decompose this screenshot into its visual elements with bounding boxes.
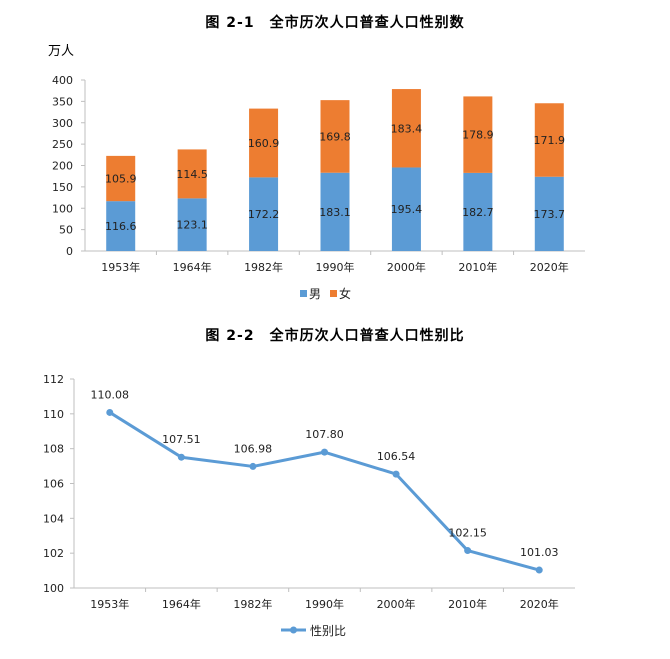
chart2-y-tick-label: 102 bbox=[43, 547, 64, 560]
chart2-data-label: 106.98 bbox=[234, 442, 273, 455]
chart1-unit-label: 万人 bbox=[48, 44, 75, 59]
chart2-x-tick-label: 1964年 bbox=[162, 597, 201, 611]
chart1-bar-male bbox=[534, 176, 564, 251]
chart1-y-tick-label: 400 bbox=[52, 74, 73, 87]
chart1-bar-male bbox=[320, 172, 350, 251]
chart1-data-label-male: 182.7 bbox=[462, 206, 494, 219]
chart2-x-tick-label: 2020年 bbox=[520, 597, 559, 611]
chart2-data-label: 101.03 bbox=[520, 546, 559, 559]
chart2-data-point bbox=[392, 470, 400, 478]
chart2-data-point bbox=[535, 566, 543, 574]
chart1-data-label-female: 114.5 bbox=[176, 168, 208, 181]
chart2-data-point bbox=[249, 462, 257, 470]
chart2-data-point bbox=[177, 453, 185, 461]
chart1-x-tick-label: 1982年 bbox=[244, 260, 283, 274]
chart1-x-tick-label: 1964年 bbox=[173, 260, 212, 274]
chart2-y-tick-label: 110 bbox=[43, 408, 64, 421]
chart1-data-label-female: 160.9 bbox=[248, 137, 280, 150]
chart1-y-tick-label: 250 bbox=[52, 138, 73, 151]
chart1-legend-label-male: 男 bbox=[309, 287, 321, 301]
chart1-bar-male bbox=[463, 172, 493, 251]
chart1-bar-female bbox=[463, 96, 493, 173]
chart1-y-tick-label: 100 bbox=[52, 202, 73, 215]
chart1-data-label-male: 123.1 bbox=[176, 219, 208, 232]
chart1-bar-female bbox=[249, 108, 279, 178]
chart1-title: 图 2-1 全市历次人口普查人口性别数 bbox=[205, 15, 465, 31]
chart1-y-tick-label: 150 bbox=[52, 181, 73, 194]
chart1-bar-female bbox=[177, 149, 207, 199]
chart1-data-label-male: 172.2 bbox=[248, 208, 280, 221]
chart1-data-label-male: 183.1 bbox=[319, 206, 351, 219]
chart1-y-tick-label: 50 bbox=[59, 224, 73, 237]
chart1-data-label-female: 183.4 bbox=[391, 122, 423, 135]
chart1-data-label-female: 169.8 bbox=[319, 130, 351, 143]
chart2-y-tick-label: 112 bbox=[43, 373, 64, 386]
chart2-y-tick-label: 104 bbox=[43, 512, 64, 525]
chart2-x-tick-label: 2010年 bbox=[448, 597, 487, 611]
chart1-data-label-female: 105.9 bbox=[105, 173, 137, 186]
chart1-y-tick-label: 200 bbox=[52, 160, 73, 173]
chart2-y-tick-label: 106 bbox=[43, 478, 64, 491]
chart1-data-label-male: 116.6 bbox=[105, 220, 137, 233]
chart2-data-label: 106.54 bbox=[377, 450, 416, 463]
chart1-bar-male bbox=[177, 198, 207, 251]
chart2-data-label: 110.08 bbox=[91, 388, 130, 401]
chart1-bar-female bbox=[534, 103, 564, 177]
chart2-data-point bbox=[464, 547, 472, 555]
chart1-legend-swatch-male bbox=[300, 290, 307, 297]
chart2-x-tick-label: 1982年 bbox=[233, 597, 272, 611]
chart2-data-point bbox=[321, 448, 328, 456]
chart1-x-tick-label: 1953年 bbox=[101, 260, 140, 274]
chart1-bar-male bbox=[391, 167, 421, 251]
chart1-x-tick-label: 1990年 bbox=[316, 260, 355, 274]
chart1-legend-swatch-female bbox=[330, 290, 337, 297]
chart2-y-tick-label: 100 bbox=[43, 582, 64, 595]
chart1-y-tick-label: 0 bbox=[66, 245, 73, 258]
chart2-x-tick-label: 1953年 bbox=[90, 597, 129, 611]
chart1-legend-label-female: 女 bbox=[339, 286, 351, 301]
chart1-x-tick-label: 2010年 bbox=[458, 260, 497, 274]
chart2-data-label: 107.51 bbox=[162, 433, 201, 446]
chart1-bar-female bbox=[391, 89, 421, 168]
chart2-legend-marker bbox=[290, 626, 297, 634]
chart1-bar-female bbox=[320, 100, 350, 173]
chart2-data-label: 107.80 bbox=[305, 428, 344, 441]
chart2-data-label: 102.15 bbox=[448, 527, 487, 540]
chart1-bar-male bbox=[249, 177, 279, 251]
chart1-bar-male bbox=[106, 201, 136, 251]
chart2-y-tick-label: 108 bbox=[43, 443, 64, 456]
chart1-bar-female bbox=[106, 155, 136, 202]
chart2-x-tick-label: 1990年 bbox=[305, 597, 344, 611]
chart1-y-tick-label: 300 bbox=[52, 117, 73, 130]
chart1-data-label-male: 195.4 bbox=[391, 203, 423, 216]
chart1-x-tick-label: 2000年 bbox=[387, 260, 426, 274]
chart1-x-tick-label: 2020年 bbox=[530, 260, 569, 274]
chart1-data-label-female: 171.9 bbox=[534, 134, 566, 147]
chart2-x-tick-label: 2000年 bbox=[377, 597, 416, 611]
chart2-legend-label: 性别比 bbox=[310, 624, 346, 638]
chart2-data-point bbox=[106, 408, 114, 416]
chart1-data-label-male: 173.7 bbox=[534, 208, 566, 221]
chart1-y-tick-label: 350 bbox=[52, 95, 73, 108]
chart2-title: 图 2-2 全市历次人口普查人口性别比 bbox=[205, 328, 465, 344]
chart1-data-label-female: 178.9 bbox=[462, 129, 494, 142]
